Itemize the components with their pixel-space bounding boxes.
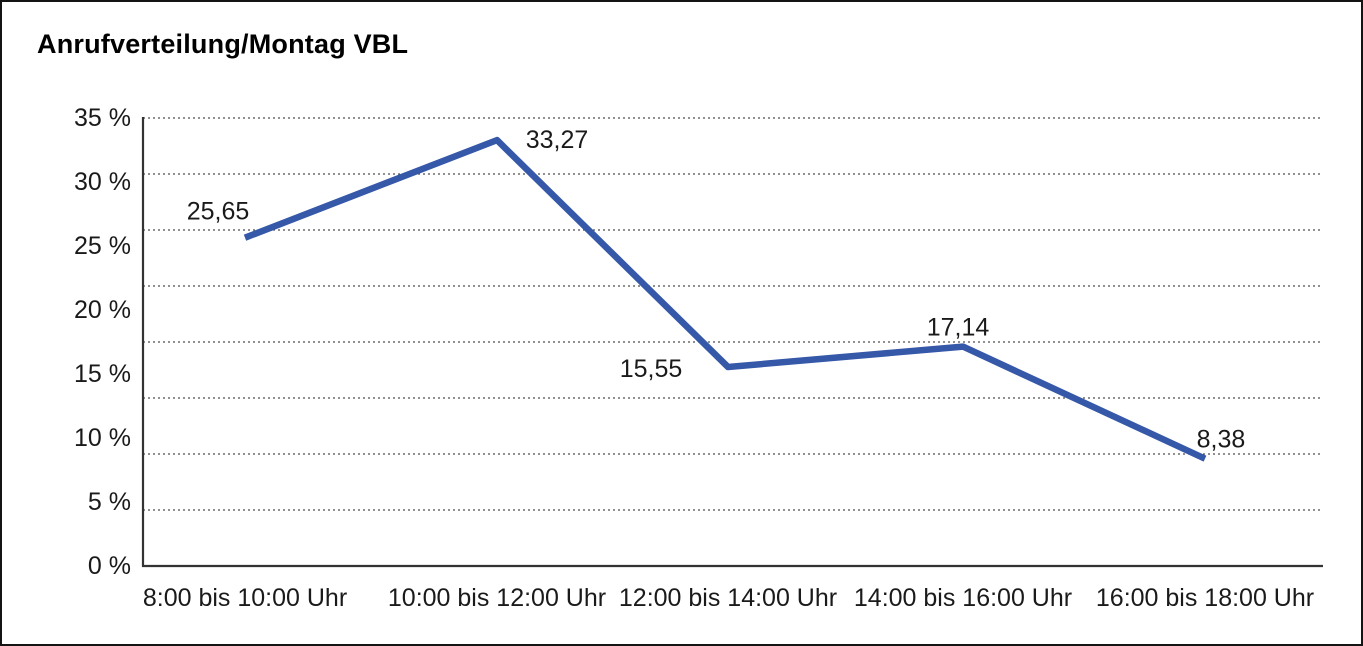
- data-label: 25,65: [187, 198, 250, 226]
- y-axis-label: 5 %: [88, 488, 131, 516]
- x-axis-label: 10:00 bis 12:00 Uhr: [388, 584, 606, 612]
- y-axis-label: 0 %: [88, 552, 131, 580]
- x-axis-label: 8:00 bis 10:00 Uhr: [143, 584, 347, 612]
- y-axis-label: 30 %: [74, 168, 131, 196]
- y-axis-label: 25 %: [74, 232, 131, 260]
- y-axis-label: 20 %: [74, 296, 131, 324]
- chart-title: Anrufverteilung/Montag VBL: [37, 29, 409, 59]
- data-label: 33,27: [526, 126, 589, 154]
- x-axis-label: 16:00 bis 18:00 Uhr: [1096, 584, 1314, 612]
- y-axis-label: 15 %: [74, 360, 131, 388]
- data-label: 15,55: [620, 355, 683, 383]
- data-line: [243, 136, 1207, 462]
- data-label: 17,14: [927, 314, 990, 342]
- x-axis-label: 12:00 bis 14:00 Uhr: [619, 584, 837, 612]
- y-axis-label: 10 %: [74, 424, 131, 452]
- data-label: 8,38: [1197, 426, 1246, 454]
- x-axis-label: 14:00 bis 16:00 Uhr: [854, 584, 1072, 612]
- y-axis-label: 35 %: [74, 104, 131, 132]
